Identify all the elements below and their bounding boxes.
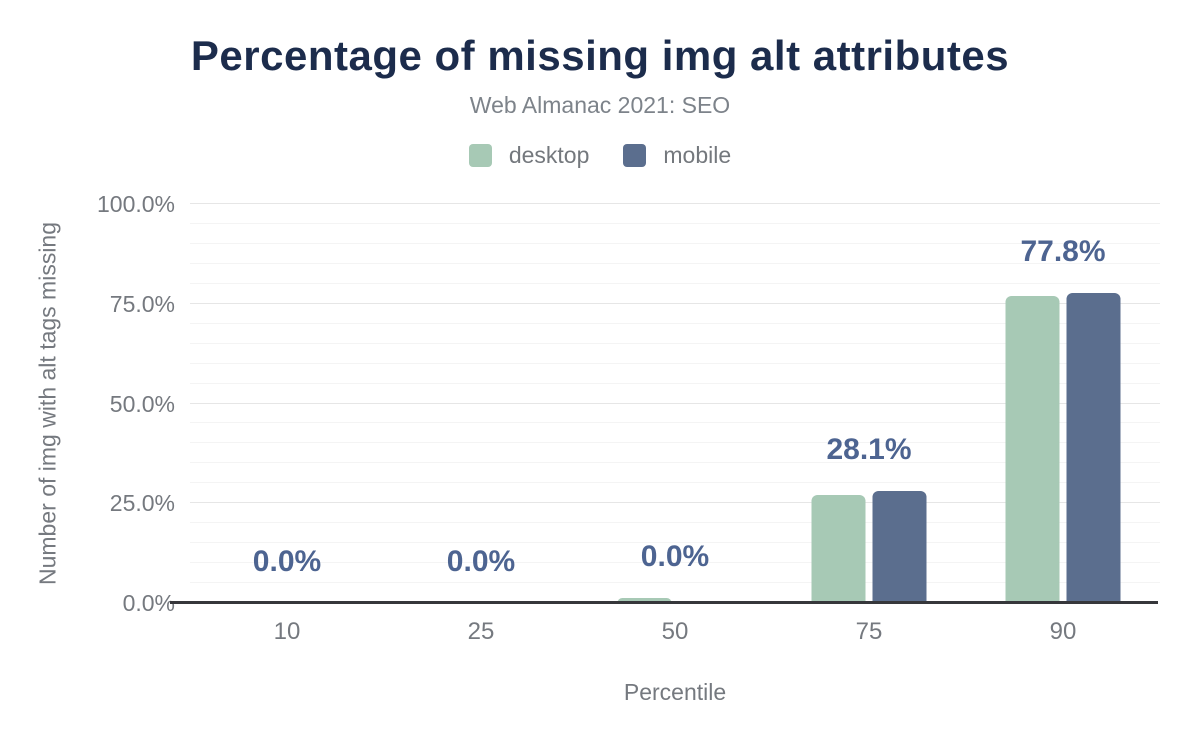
legend-label: desktop <box>508 142 590 168</box>
y-tick-50: 50.0% <box>109 390 175 417</box>
bar-desktop-p50[interactable] <box>617 598 672 603</box>
bar-group-p90: 77.8% <box>966 204 1160 603</box>
y-tick-75: 75.0% <box>109 290 175 317</box>
gridline-minor-85 <box>190 262 1160 264</box>
x-axis-title: Percentile <box>623 679 727 705</box>
bar-group-p10: 0.0% <box>190 204 384 603</box>
x-tick-75: 75 <box>855 618 883 645</box>
y-axis-ticks: 0.0% 25.0% 50.0% 75.0% 100.0% <box>58 191 175 616</box>
y-tick-0: 0.0% <box>122 590 175 616</box>
gridline-minor-55 <box>190 382 1160 384</box>
chart-subtitle: Web Almanac 2021: SEO <box>469 92 731 118</box>
plot-area: 0.0% 0.0% 0.0% 28.1% 77.8% <box>190 203 1160 603</box>
bar-pair-p75 <box>811 490 927 603</box>
legend-item-desktop[interactable]: desktop <box>468 142 590 169</box>
gridline-minor-90 <box>190 242 1160 244</box>
gridline-minor-70 <box>190 322 1160 324</box>
gridline-major-100 <box>190 203 1160 204</box>
gridline-minor-20 <box>190 522 1160 524</box>
legend-swatch-mobile <box>623 144 647 167</box>
gridline-minor-60 <box>190 362 1160 364</box>
gridline-minor-40 <box>190 442 1160 444</box>
bar-value-label-p90: 77.8% <box>1020 234 1106 268</box>
bar-group-p25: 0.0% <box>384 204 578 603</box>
legend: desktop mobile <box>0 142 1200 169</box>
y-tick-100: 100.0% <box>96 191 175 217</box>
bar-desktop-p90[interactable] <box>1005 295 1060 603</box>
x-axis-ticks: 10 25 50 75 90 <box>190 617 1160 647</box>
gridline-minor-35 <box>190 462 1160 464</box>
bar-desktop-p75[interactable] <box>811 495 866 603</box>
chart-title: Percentage of missing img alt attributes <box>190 32 1010 79</box>
bar-group-p75: 28.1% <box>772 204 966 603</box>
gridline-minor-80 <box>190 282 1160 284</box>
bar-mobile-p90[interactable] <box>1066 292 1121 603</box>
legend-item-mobile[interactable]: mobile <box>623 142 731 169</box>
gridline-minor-65 <box>190 342 1160 344</box>
bar-mobile-p75[interactable] <box>872 490 927 603</box>
bar-group-p50: 0.0% <box>578 204 772 603</box>
gridline-major-25 <box>190 502 1160 504</box>
bar-value-label-p50: 0.0% <box>640 540 710 574</box>
bar-pair-p90 <box>1005 292 1121 603</box>
legend-label: mobile <box>663 142 732 168</box>
bar-groups: 0.0% 0.0% 0.0% 28.1% 77.8% <box>190 204 1160 603</box>
gridline-minor-95 <box>190 222 1160 224</box>
x-tick-10: 10 <box>273 618 301 645</box>
x-axis-line <box>170 601 1158 604</box>
gridline-minor-5 <box>190 582 1160 584</box>
gridline-minor-10 <box>190 562 1160 564</box>
legend-swatch-desktop <box>468 144 492 167</box>
bar-pair-p50 <box>617 598 733 603</box>
x-tick-90: 90 <box>1049 618 1077 645</box>
y-tick-25: 25.0% <box>109 490 175 517</box>
bar-value-label-p75: 28.1% <box>826 432 912 466</box>
x-tick-50: 50 <box>661 618 689 645</box>
gridline-minor-15 <box>190 542 1160 544</box>
gridline-major-50 <box>190 402 1160 404</box>
x-tick-25: 25 <box>467 618 495 645</box>
bar-value-label-p10: 0.0% <box>252 545 322 578</box>
bar-value-label-p25: 0.0% <box>446 545 516 578</box>
gridline-minor-45 <box>190 422 1160 424</box>
gridline-major-75 <box>190 302 1160 304</box>
gridline-minor-30 <box>190 482 1160 484</box>
